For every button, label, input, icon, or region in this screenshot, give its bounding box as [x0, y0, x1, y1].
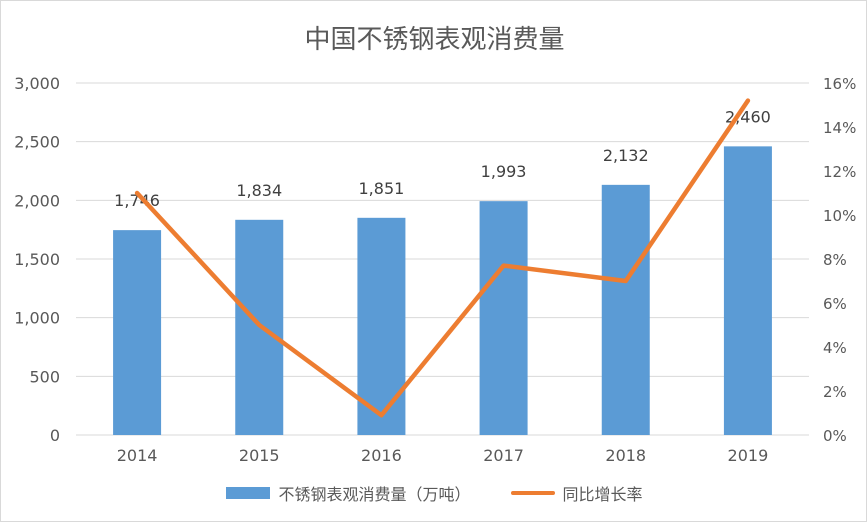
x-tick-label: 2019	[728, 446, 769, 465]
bar-data-label: 1,834	[236, 181, 282, 200]
y-tick-label: 1,500	[14, 250, 60, 269]
legend-item-growth: 同比增长率	[511, 481, 643, 505]
y-tick-label: 3,000	[14, 74, 60, 93]
legend-swatch-bar	[226, 487, 270, 499]
bar	[724, 146, 772, 435]
bar-data-label: 2,132	[603, 146, 649, 165]
y-tick-label: 2,000	[14, 191, 60, 210]
bar-data-label: 1,851	[359, 179, 405, 198]
x-tick-label: 2014	[117, 446, 158, 465]
legend-label-consumption: 不锈钢表观消费量（万吨）	[278, 481, 470, 505]
y2-tick-label: 4%	[823, 339, 847, 357]
x-tick-label: 2017	[483, 446, 524, 465]
y2-tick-label: 8%	[823, 251, 847, 269]
legend-label-growth: 同比增长率	[563, 481, 643, 505]
y2-tick-label: 12%	[823, 163, 856, 181]
bar-data-label: 1,993	[481, 162, 527, 181]
bar	[602, 185, 650, 435]
y2-tick-label: 10%	[823, 207, 856, 225]
y-tick-label: 500	[29, 367, 60, 386]
bar	[480, 201, 528, 435]
y2-tick-label: 16%	[823, 75, 856, 93]
y-tick-label: 1,000	[14, 309, 60, 328]
y-tick-label: 0	[50, 426, 60, 445]
y2-tick-label: 6%	[823, 295, 847, 313]
legend-item-consumption: 不锈钢表观消费量（万吨）	[226, 481, 470, 505]
y2-tick-label: 2%	[823, 383, 847, 401]
growth-rate-line	[137, 101, 748, 416]
y2-tick-label: 14%	[823, 119, 856, 137]
x-tick-label: 2016	[361, 446, 402, 465]
legend-swatch-line	[511, 491, 555, 495]
y2-tick-label: 0%	[823, 427, 847, 445]
y-tick-label: 2,500	[14, 133, 60, 152]
x-tick-label: 2015	[239, 446, 280, 465]
x-tick-label: 2018	[605, 446, 646, 465]
bar	[113, 230, 161, 435]
chart-legend: 不锈钢表观消费量（万吨） 同比增长率	[1, 481, 867, 505]
